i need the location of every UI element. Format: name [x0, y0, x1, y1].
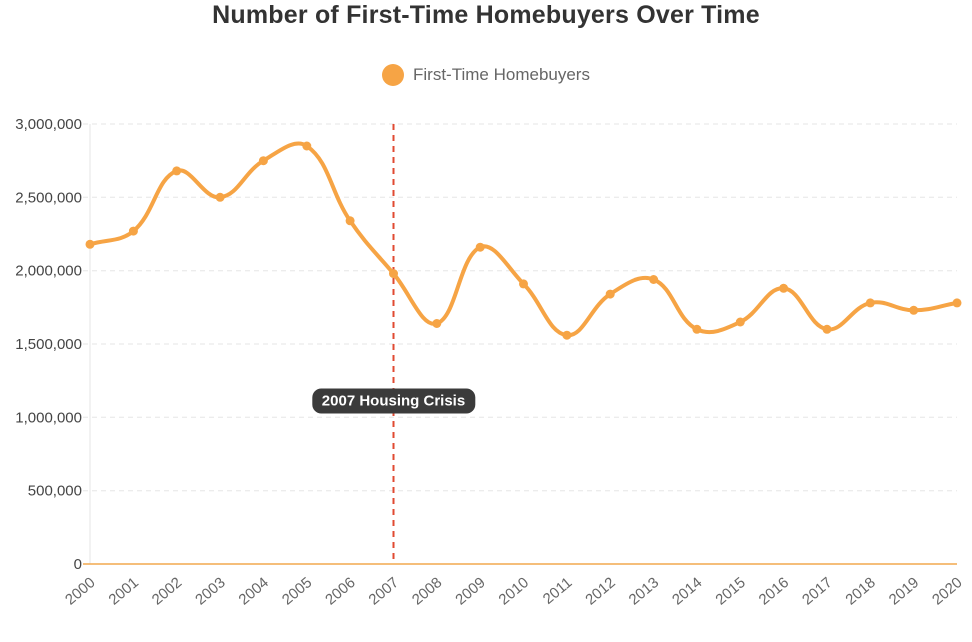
legend-label: First-Time Homebuyers	[413, 65, 590, 84]
y-tick-label: 2,500,000	[15, 189, 82, 206]
y-tick-label: 1,000,000	[15, 409, 82, 426]
legend-marker-icon	[382, 64, 405, 86]
data-point[interactable]	[389, 269, 398, 279]
x-tick-label: 2012	[582, 574, 618, 608]
x-tick-label: 2000	[62, 574, 98, 608]
data-point[interactable]	[85, 239, 95, 249]
y-tick-label: 1,500,000	[15, 336, 82, 353]
x-tick-label: 2018	[842, 574, 878, 608]
y-tick-label: 0	[74, 556, 82, 573]
x-tick-label: 2017	[799, 574, 835, 608]
x-tick-label: 2009	[452, 574, 488, 608]
data-point[interactable]	[865, 298, 875, 308]
data-point[interactable]	[302, 141, 312, 151]
data-point[interactable]	[519, 279, 528, 289]
x-tick-label: 2001	[105, 574, 141, 608]
data-point[interactable]	[215, 192, 225, 202]
data-point[interactable]	[822, 324, 832, 334]
x-tick-label: 2007	[366, 574, 402, 608]
data-point[interactable]	[345, 216, 355, 226]
x-tick-label: 2015	[712, 574, 748, 608]
y-tick-label: 3,000,000	[15, 116, 82, 133]
x-tick-label: 2020	[929, 574, 965, 608]
x-tick-label: 2013	[626, 574, 662, 608]
data-point[interactable]	[258, 156, 268, 166]
x-tick-label: 2006	[322, 574, 358, 608]
x-tick-label: 2011	[540, 574, 576, 608]
x-tick-label: 2005	[279, 574, 315, 608]
series-line	[88, 141, 959, 338]
x-tick-label: 2004	[235, 574, 271, 608]
data-point[interactable]	[779, 283, 789, 293]
y-tick-label: 2,000,000	[15, 263, 82, 280]
x-tick-label: 2019	[886, 574, 922, 608]
x-tick-label: 2008	[409, 574, 445, 608]
chart-title: Number of First-Time Homebuyers Over Tim…	[212, 1, 760, 29]
data-point[interactable]	[475, 242, 485, 252]
x-tick-label: 2002	[149, 574, 185, 608]
data-point[interactable]	[128, 226, 138, 236]
data-point[interactable]	[432, 319, 442, 328]
data-point[interactable]	[649, 275, 659, 284]
data-point[interactable]	[172, 166, 182, 176]
annotation-label: 2007 Housing Crisis	[311, 388, 476, 414]
data-point[interactable]	[605, 289, 615, 299]
x-tick-label: 2014	[669, 574, 705, 608]
legend-item[interactable]: First-Time Homebuyers	[0, 64, 972, 86]
y-tick-label: 500,000	[28, 483, 82, 500]
data-point[interactable]	[692, 324, 702, 334]
x-tick-label: 2016	[756, 574, 792, 608]
x-tick-label: 2010	[496, 574, 532, 608]
data-point[interactable]	[735, 317, 745, 327]
x-tick-label: 2003	[192, 574, 228, 608]
data-point[interactable]	[909, 305, 919, 315]
data-point[interactable]	[952, 298, 962, 308]
data-point[interactable]	[562, 330, 572, 340]
